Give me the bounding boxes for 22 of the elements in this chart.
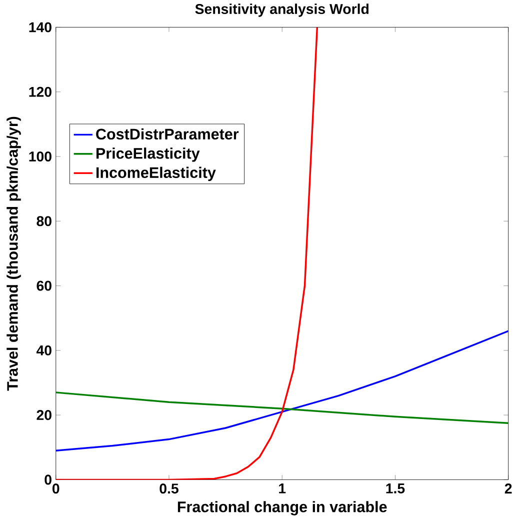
x-tick-label: 1 (279, 484, 286, 494)
x-tick-label: 1.5 (386, 484, 405, 494)
chart-title: Sensitivity analysis World (195, 4, 369, 17)
y-tick-label: 0 (44, 474, 52, 485)
y-tick-label: 20 (36, 410, 52, 420)
line-series (56, 392, 508, 424)
y-tick-label: 100 (29, 151, 52, 162)
y-tick-label: 80 (36, 216, 52, 226)
line-series (56, 27, 318, 480)
x-axis-title: Fractional change in variable (178, 501, 387, 516)
x-tick-label: 0 (52, 484, 60, 494)
y-tick-label: 60 (36, 280, 52, 291)
legend-label: PriceElasticity (96, 148, 200, 162)
line-series (56, 330, 508, 452)
x-tick-label: 0.5 (160, 484, 178, 494)
y-tick-label: 40 (36, 345, 52, 356)
x-tick-label: 2 (504, 484, 512, 494)
legend-label: IncomeElasticity (96, 166, 216, 182)
y-tick-label: 120 (29, 86, 52, 97)
legend-label: CostDistrParameter (96, 128, 239, 140)
y-tick-label: 140 (29, 22, 52, 32)
y-axis-title: Travel demand (thousand pkm/cap/yr) (6, 116, 21, 391)
